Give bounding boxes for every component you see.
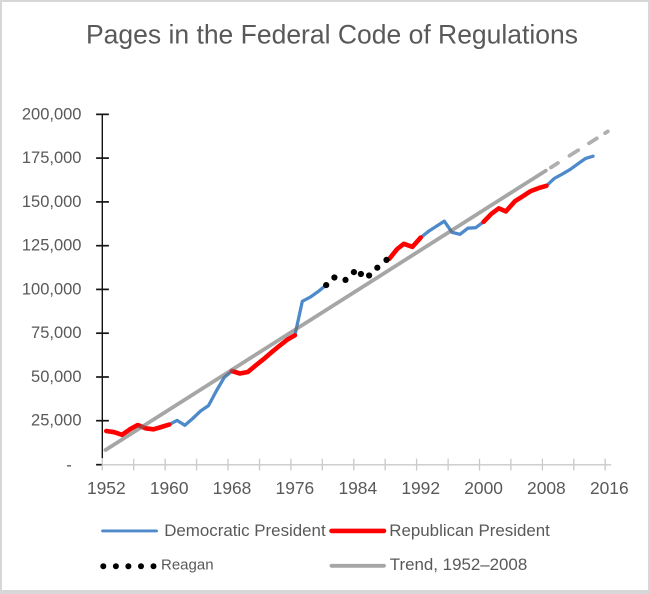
svg-text:175,000: 175,000 bbox=[22, 149, 82, 167]
svg-text:100,000: 100,000 bbox=[22, 280, 82, 298]
svg-text:Republican President: Republican President bbox=[389, 521, 550, 540]
svg-text:25,000: 25,000 bbox=[31, 412, 81, 430]
svg-text:2016: 2016 bbox=[590, 478, 629, 498]
svg-text:-: - bbox=[66, 456, 72, 474]
svg-text:Reagan: Reagan bbox=[161, 557, 214, 574]
svg-text:Pages in the Federal Code of R: Pages in the Federal Code of Regulations bbox=[86, 20, 578, 50]
svg-text:200,000: 200,000 bbox=[22, 105, 82, 123]
svg-text:1992: 1992 bbox=[401, 478, 440, 498]
svg-text:1952: 1952 bbox=[87, 478, 126, 498]
svg-text:1968: 1968 bbox=[213, 478, 252, 498]
svg-text:1976: 1976 bbox=[276, 478, 315, 498]
svg-text:1960: 1960 bbox=[150, 478, 189, 498]
svg-text:1984: 1984 bbox=[338, 478, 377, 498]
svg-text:2008: 2008 bbox=[527, 478, 566, 498]
svg-text:125,000: 125,000 bbox=[22, 237, 82, 255]
svg-text:2000: 2000 bbox=[464, 478, 503, 498]
svg-text:Democratic President: Democratic President bbox=[164, 521, 326, 540]
svg-text:50,000: 50,000 bbox=[31, 368, 81, 386]
svg-text:Trend, 1952–2008: Trend, 1952–2008 bbox=[390, 555, 527, 574]
svg-text:75,000: 75,000 bbox=[31, 324, 81, 342]
svg-text:150,000: 150,000 bbox=[22, 193, 82, 211]
